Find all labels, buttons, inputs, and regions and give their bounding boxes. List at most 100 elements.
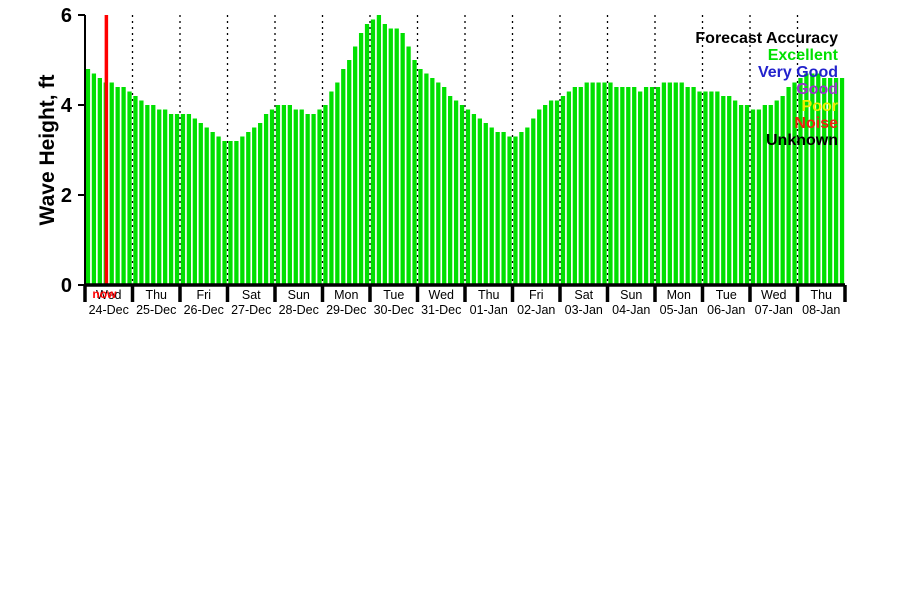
wave-height-bar bbox=[91, 73, 97, 285]
wave-height-bar bbox=[495, 132, 500, 285]
day-date-label: 26-Dec bbox=[184, 303, 224, 317]
wave-height-bar bbox=[157, 109, 162, 285]
wave-height-bar bbox=[810, 73, 815, 285]
day-date-label: 25-Dec bbox=[136, 303, 176, 317]
wave-height-bar bbox=[234, 141, 239, 285]
y-tick-label: 6 bbox=[61, 5, 72, 27]
wave-height-bar bbox=[768, 105, 773, 285]
wave-height-bar bbox=[442, 87, 447, 285]
day-name-label: Thu bbox=[145, 288, 167, 302]
wave-height-bar bbox=[281, 105, 287, 285]
wave-height-bar bbox=[477, 118, 482, 285]
legend-item-very-good: Very Good bbox=[757, 64, 838, 81]
wave-height-bar bbox=[436, 82, 441, 285]
wave-height-bar bbox=[424, 73, 429, 285]
wave-height-bar bbox=[263, 114, 269, 285]
day-name-label: Fri bbox=[529, 288, 544, 302]
day-name-label: Thu bbox=[810, 288, 832, 302]
wave-height-bar bbox=[341, 69, 346, 285]
wave-height-bar bbox=[85, 69, 91, 285]
legend-items: Excellent Very Good Good Poor Noise Unknown bbox=[695, 47, 838, 149]
wave-height-bar bbox=[192, 118, 197, 285]
wave-height-bar bbox=[97, 78, 102, 285]
y-tick-label: 0 bbox=[61, 275, 72, 297]
wave-height-bar bbox=[109, 82, 114, 285]
legend-item-good: Good bbox=[796, 81, 838, 98]
wave-height-bar bbox=[400, 33, 405, 285]
wave-height-bar bbox=[839, 78, 845, 285]
wave-height-bar bbox=[394, 28, 399, 285]
day-date-label: 28-Dec bbox=[279, 303, 319, 317]
wave-height-plot-area: 0246Wed24-DecThu25-DecFri26-DecSat27-Dec… bbox=[61, 5, 847, 317]
now-label: now bbox=[92, 287, 117, 301]
day-date-label: 30-Dec bbox=[374, 303, 414, 317]
wave-height-bar bbox=[822, 78, 827, 285]
wave-height-bar bbox=[353, 46, 358, 285]
wave-height-bar bbox=[507, 136, 512, 285]
wave-height-bar bbox=[602, 82, 607, 285]
day-name-label: Fri bbox=[196, 288, 211, 302]
wave-height-bar bbox=[240, 136, 245, 285]
wave-height-bar bbox=[305, 114, 310, 285]
wave-height-bar bbox=[566, 91, 572, 285]
wave-height-bar bbox=[287, 105, 292, 285]
wave-height-bar bbox=[703, 91, 708, 285]
wave-height-bar bbox=[691, 87, 696, 285]
wave-height-bar bbox=[121, 87, 126, 285]
wave-height-bar bbox=[489, 127, 494, 285]
day-name-label: Sun bbox=[288, 288, 310, 302]
wave-height-bar bbox=[560, 96, 566, 285]
wave-height-bar bbox=[643, 87, 649, 285]
wave-height-bar bbox=[614, 87, 619, 285]
wave-height-bar bbox=[168, 114, 174, 285]
wave-height-bar bbox=[133, 96, 138, 285]
wave-height-bar bbox=[756, 109, 762, 285]
day-name-label: Tue bbox=[716, 288, 737, 302]
wave-height-bar bbox=[661, 82, 667, 285]
legend-item-noise: Noise bbox=[794, 115, 838, 132]
day-name-label: Sat bbox=[574, 288, 593, 302]
wave-height-bar bbox=[335, 82, 340, 285]
wave-height-bar bbox=[412, 60, 417, 285]
wave-height-bar bbox=[453, 100, 459, 285]
day-date-label: 02-Jan bbox=[517, 303, 555, 317]
day-name-label: Thu bbox=[478, 288, 500, 302]
wave-height-bar bbox=[673, 82, 678, 285]
wave-height-bar bbox=[252, 127, 257, 285]
wave-height-bar bbox=[323, 105, 328, 285]
wave-height-bar bbox=[358, 33, 364, 285]
wave-height-bar bbox=[709, 91, 714, 285]
wave-height-bar bbox=[228, 141, 233, 285]
legend-title: Forecast Accuracy bbox=[695, 30, 838, 47]
wave-height-bar bbox=[727, 96, 732, 285]
day-name-label: Sun bbox=[620, 288, 642, 302]
legend-item-excellent: Excellent bbox=[767, 47, 838, 64]
wave-height-bar bbox=[697, 91, 702, 285]
legend-item-poor: Poor bbox=[801, 98, 838, 115]
wave-height-bar bbox=[145, 105, 150, 285]
wave-height-bar bbox=[382, 24, 387, 285]
wave-height-bar bbox=[204, 127, 209, 285]
wave-height-bar bbox=[531, 118, 536, 285]
wave-height-bar bbox=[430, 78, 435, 285]
wave-height-bar bbox=[649, 87, 655, 285]
wave-height-bar bbox=[762, 105, 767, 285]
day-date-label: 08-Jan bbox=[802, 303, 840, 317]
wave-height-bar bbox=[685, 87, 690, 285]
wave-height-bar bbox=[269, 109, 275, 285]
wave-height-bar bbox=[299, 109, 304, 285]
legend-item-unknown: Unknown bbox=[766, 132, 838, 149]
wave-height-bar bbox=[139, 100, 144, 285]
wave-height-bar bbox=[406, 46, 411, 285]
wave-height-bar bbox=[180, 114, 186, 285]
day-name-label: Sat bbox=[242, 288, 261, 302]
day-date-label: 06-Jan bbox=[707, 303, 745, 317]
wave-height-bar bbox=[721, 96, 726, 285]
wave-height-bar bbox=[347, 60, 352, 285]
wave-height-bar bbox=[548, 100, 554, 285]
wave-height-bar bbox=[792, 82, 797, 285]
wave-height-bar bbox=[608, 82, 613, 285]
wave-height-bar bbox=[780, 96, 785, 285]
wave-height-bar bbox=[632, 87, 637, 285]
